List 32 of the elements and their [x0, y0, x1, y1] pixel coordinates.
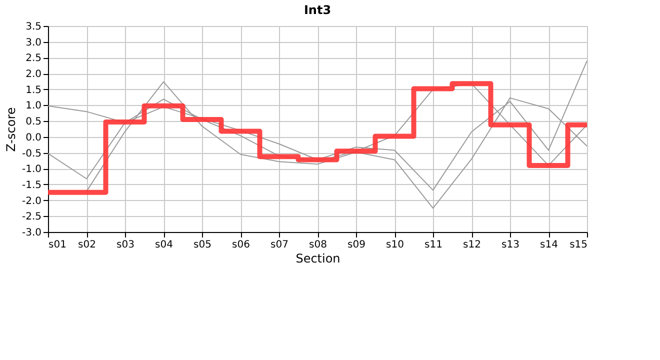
x-tick-label: s06 — [232, 240, 250, 250]
y-tick-label: 0.5 — [26, 116, 42, 128]
y-tick-label: 3.0 — [26, 37, 42, 48]
x-tick-label: s12 — [463, 240, 481, 250]
y-tick-label: -2.0 — [22, 196, 42, 207]
y-tick-label: 0.0 — [26, 132, 42, 144]
x-tick-label: s04 — [155, 240, 173, 250]
x-tick-label: s05 — [194, 240, 212, 250]
chart-title: Int3 — [304, 3, 332, 17]
x-tick-label: s09 — [348, 240, 366, 250]
x-axis-title: Section — [296, 252, 340, 266]
y-axis-title: Z-score — [4, 107, 18, 152]
y-tick-label: 2.0 — [26, 69, 42, 80]
y-tick-label: 1.5 — [26, 84, 42, 96]
y-tick-label: -0.5 — [22, 148, 42, 160]
x-tick-label: s02 — [78, 240, 96, 250]
y-tick-label: -2.5 — [22, 212, 42, 223]
x-tick-label: s08 — [309, 240, 327, 250]
y-tick-label: -1.5 — [22, 180, 42, 191]
x-tick-label: s14 — [540, 240, 558, 250]
y-tick-label: -3.0 — [22, 228, 42, 238]
y-tick-label: 3.5 — [26, 22, 42, 32]
y-tick-label: 2.5 — [26, 53, 42, 64]
x-tick-label: s10 — [386, 240, 404, 250]
x-tick-label: s01 — [48, 240, 66, 250]
x-tick-label: s13 — [502, 240, 520, 250]
x-tick-label: s11 — [424, 240, 442, 250]
x-tick-label: s15 — [570, 240, 588, 250]
y-tick-label: -1.0 — [22, 164, 42, 176]
x-tick-label: s07 — [270, 240, 288, 250]
x-tick-label: s03 — [116, 240, 134, 250]
y-tick-label: 1.0 — [26, 100, 42, 112]
